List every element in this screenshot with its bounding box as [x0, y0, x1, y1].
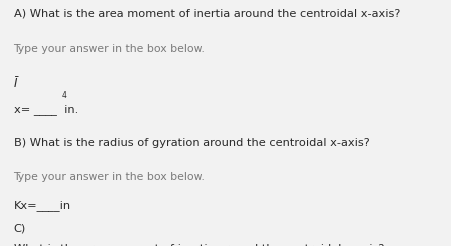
Text: Kx=____in: Kx=____in [14, 200, 70, 211]
Text: What is the area moment of inertia around the centroidal y-axis?: What is the area moment of inertia aroun… [14, 244, 383, 246]
Text: C): C) [14, 224, 26, 234]
Text: B) What is the radius of gyration around the centroidal x-axis?: B) What is the radius of gyration around… [14, 138, 368, 148]
Text: Ī: Ī [14, 77, 17, 91]
Text: Type your answer in the box below.: Type your answer in the box below. [14, 44, 205, 54]
Text: A) What is the area moment of inertia around the centroidal x-axis?: A) What is the area moment of inertia ar… [14, 9, 399, 19]
Text: x= ____  in.: x= ____ in. [14, 105, 78, 115]
Text: 4: 4 [61, 91, 66, 100]
Text: Type your answer in the box below.: Type your answer in the box below. [14, 172, 205, 182]
